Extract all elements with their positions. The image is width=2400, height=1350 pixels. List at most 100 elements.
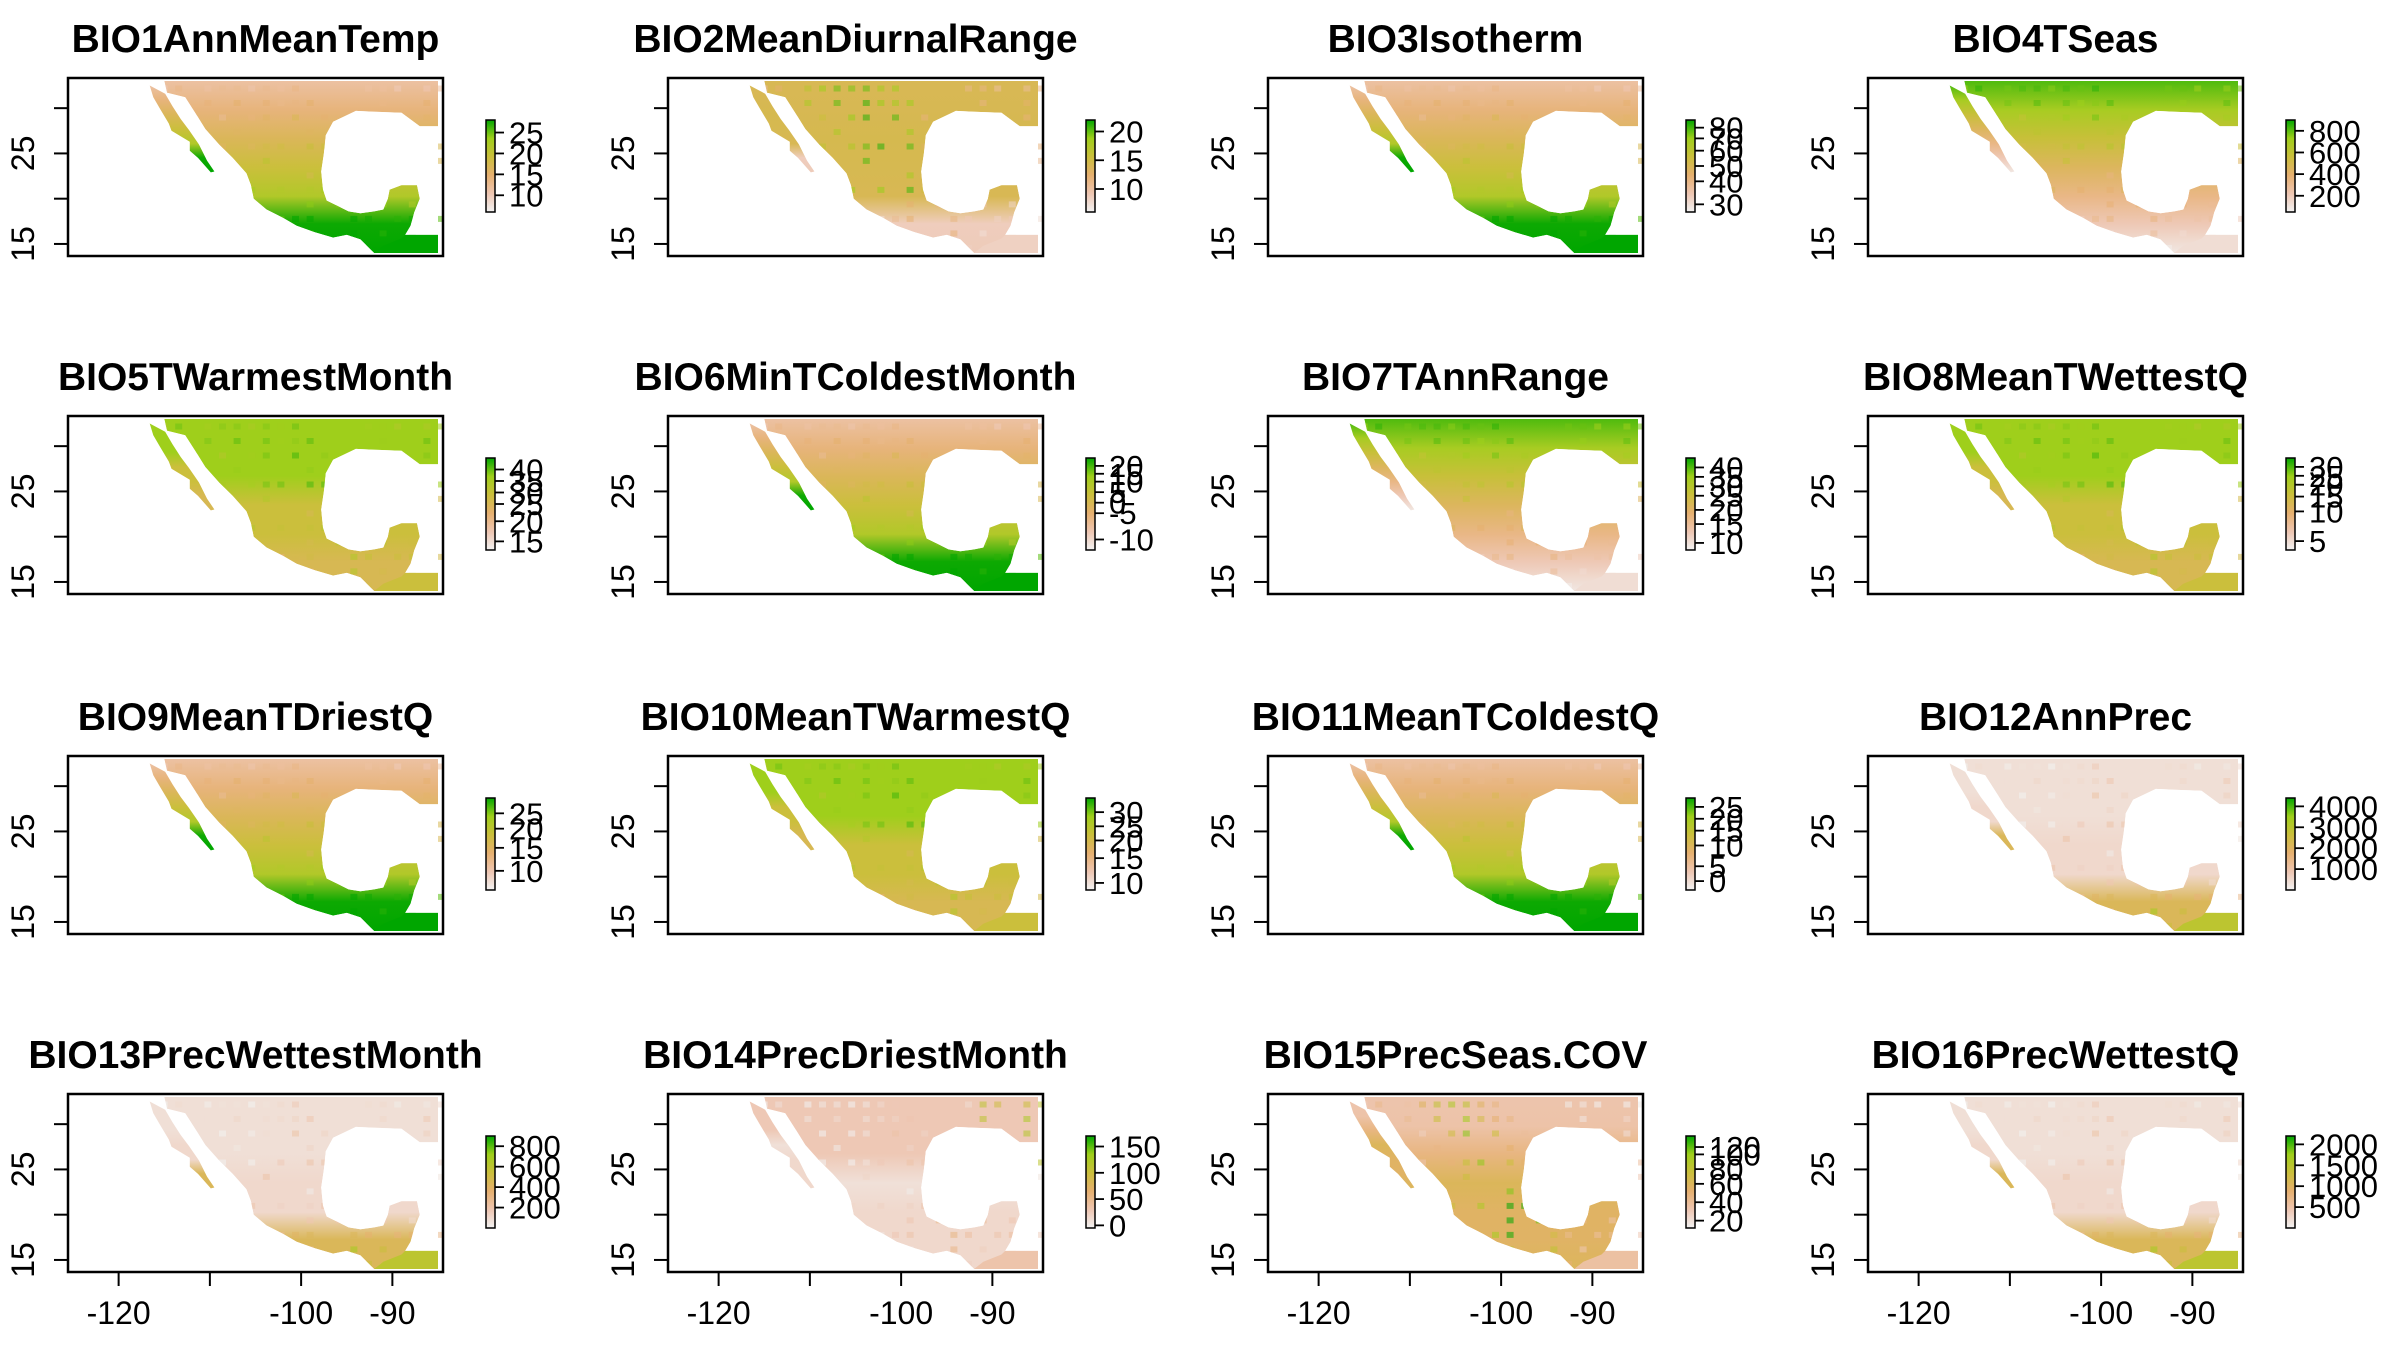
legend-tick-label: 20 <box>509 812 543 847</box>
central-america-raster <box>1574 234 1638 253</box>
legend-tick-label: 25 <box>509 796 543 831</box>
legend-tick-label: 0 <box>1109 486 1126 521</box>
gulf-mask <box>2121 788 2238 913</box>
raster-map <box>1273 419 1643 591</box>
land-raster <box>1936 81 2238 253</box>
raster-map <box>1873 419 2243 591</box>
legend-tick-label: 15 <box>1109 841 1143 876</box>
gulf-mask <box>921 1126 1038 1251</box>
pacific-mask <box>1873 81 2175 253</box>
legend-tick-label: 0 <box>1109 1208 1126 1243</box>
legend-tick-label: 20 <box>1709 493 1743 528</box>
legend-tick-label: 10 <box>1109 465 1143 500</box>
raster-map <box>673 1097 1043 1269</box>
y-tick-label: 15 <box>5 904 41 940</box>
y-tick-label: 15 <box>1205 1242 1241 1278</box>
x-tick-label: -100 <box>269 1295 333 1331</box>
baja-raster-top <box>749 763 815 851</box>
pacific-mask <box>1273 759 1575 931</box>
raster-map <box>73 81 443 253</box>
panel-title: BIO7TAnnRange <box>1302 356 1609 399</box>
legend-tick-label: 10 <box>509 854 543 889</box>
gulf-mask <box>921 110 1038 235</box>
legend-tick-label: 20 <box>1109 449 1143 484</box>
land-raster <box>736 1097 1038 1269</box>
land-raster <box>1336 759 1638 931</box>
legend-tick-label: 25 <box>2309 459 2343 494</box>
legend-tick-label: 4000 <box>2309 789 2378 824</box>
panel-frame <box>1866 754 2245 936</box>
y-tick-label: 25 <box>605 136 641 172</box>
legend-tick-label: 15 <box>509 157 543 192</box>
raster-map <box>73 759 443 931</box>
panel-frame <box>666 414 1045 596</box>
y-tick-label: 25 <box>1805 1152 1841 1188</box>
baja-raster-top <box>749 85 815 173</box>
legend-tick-label: 10 <box>2309 494 2343 529</box>
legend-tick-label: 15 <box>1709 814 1743 849</box>
y-tick-label: 25 <box>605 474 641 510</box>
panel-frame <box>66 1092 445 1274</box>
legend-tick-label: 100 <box>1109 1156 1161 1191</box>
legend-tick-label: 5 <box>2309 524 2326 559</box>
panel-title: BIO16PrecWettestQ <box>1872 1034 2240 1077</box>
legend-tick-label: 25 <box>1709 479 1743 514</box>
legend-tick-label: 40 <box>1709 164 1743 199</box>
legend-tick-label: 1500 <box>2309 1148 2378 1183</box>
panel-title: BIO2MeanDiurnalRange <box>633 18 1077 61</box>
legend-tick-label: 2000 <box>2309 1127 2378 1162</box>
panel-14: BIO14PrecDriestMonth 15 25 -120 -100 -90 15010… <box>605 1034 1161 1331</box>
y-tick-label: 15 <box>5 226 41 262</box>
baja-raster-top <box>149 1101 215 1189</box>
legend-tick-label: 5 <box>1109 475 1126 510</box>
raster-map <box>1873 81 2243 253</box>
panel-title: BIO13PrecWettestMonth <box>28 1034 482 1077</box>
panel-frame <box>666 1092 1045 1274</box>
panel-frame <box>66 414 445 596</box>
raster-map <box>1273 81 1643 253</box>
y-tick-label: 15 <box>1805 904 1841 940</box>
panel-frame <box>1266 754 1645 936</box>
raster-map <box>73 419 443 591</box>
panel-title: BIO5TWarmestMonth <box>58 356 453 399</box>
panel-frame <box>1266 414 1645 596</box>
land-raster <box>736 419 1038 591</box>
land-raster <box>136 759 438 931</box>
raster-map <box>73 1097 443 1269</box>
gulf-mask <box>321 448 438 573</box>
legend-tick-label: 35 <box>1709 460 1743 495</box>
gulf-mask <box>1521 110 1638 235</box>
land-raster <box>1336 419 1638 591</box>
panel-frame <box>1866 76 2245 258</box>
legend-tick-label: 1000 <box>2309 852 2378 887</box>
y-tick-label: 25 <box>1805 814 1841 850</box>
land-raster <box>1336 1097 1638 1269</box>
legend-tick-label: 25 <box>509 116 543 151</box>
legend-tick-label: 3000 <box>2309 810 2378 845</box>
land-raster <box>1936 1097 2238 1269</box>
y-tick-label: 25 <box>1805 136 1841 172</box>
central-america-raster <box>2174 234 2238 253</box>
legend-tick-label: 150 <box>1109 1130 1161 1165</box>
central-america-raster <box>974 572 1038 591</box>
y-tick-label: 15 <box>1805 226 1841 262</box>
legend-tick-label: 10 <box>1109 172 1143 207</box>
legend-tick-label: 35 <box>509 464 543 499</box>
y-tick-label: 25 <box>605 1152 641 1188</box>
gulf-mask <box>1521 788 1638 913</box>
raster-map <box>1273 759 1643 931</box>
y-tick-label: 15 <box>605 904 641 940</box>
panel-title: BIO12AnnPrec <box>1919 696 2192 739</box>
